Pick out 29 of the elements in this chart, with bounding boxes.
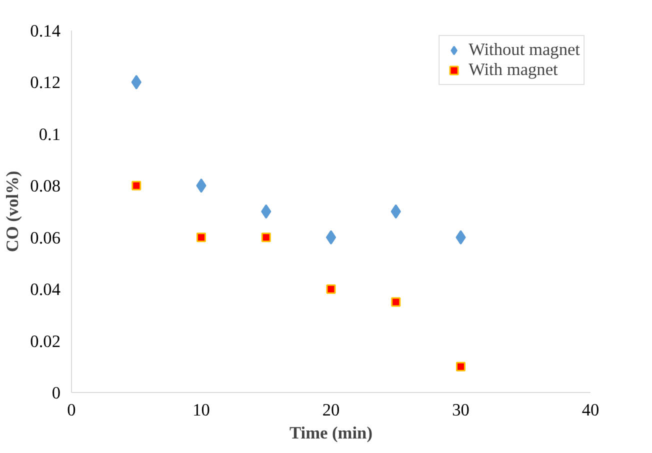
point [132, 180, 142, 190]
y-tick-label: 0.1 [38, 124, 61, 144]
point [326, 230, 336, 245]
x-tick-label: 30 [452, 400, 470, 420]
point [261, 204, 272, 219]
y-tick-label: 0.02 [30, 332, 61, 351]
y-tick-label: 0.14 [30, 22, 61, 40]
x-tick-label: 0 [67, 400, 76, 420]
point [326, 284, 336, 294]
y-tick-label: 0.08 [30, 176, 61, 196]
legend-label: Without magnet [468, 40, 580, 60]
point [196, 178, 206, 193]
point [456, 230, 466, 245]
x-tick-label: 40 [582, 400, 600, 420]
y-tick-label: 0 [52, 384, 61, 402]
x-tick-label: 10 [192, 400, 210, 420]
point [390, 204, 401, 219]
legend-label: With magnet [468, 60, 558, 80]
point [261, 232, 271, 242]
y-tick-label: 0.12 [30, 73, 61, 92]
point [456, 362, 466, 372]
point [131, 74, 142, 90]
point [196, 232, 206, 242]
y-tick-label: 0.06 [30, 228, 61, 248]
point [391, 297, 401, 307]
y-axis-title: CO (vol%) [3, 170, 22, 252]
x-axis-title: Time (min) [290, 424, 373, 442]
y-tick-label: 0.04 [30, 280, 61, 300]
x-tick-label: 20 [322, 400, 340, 420]
